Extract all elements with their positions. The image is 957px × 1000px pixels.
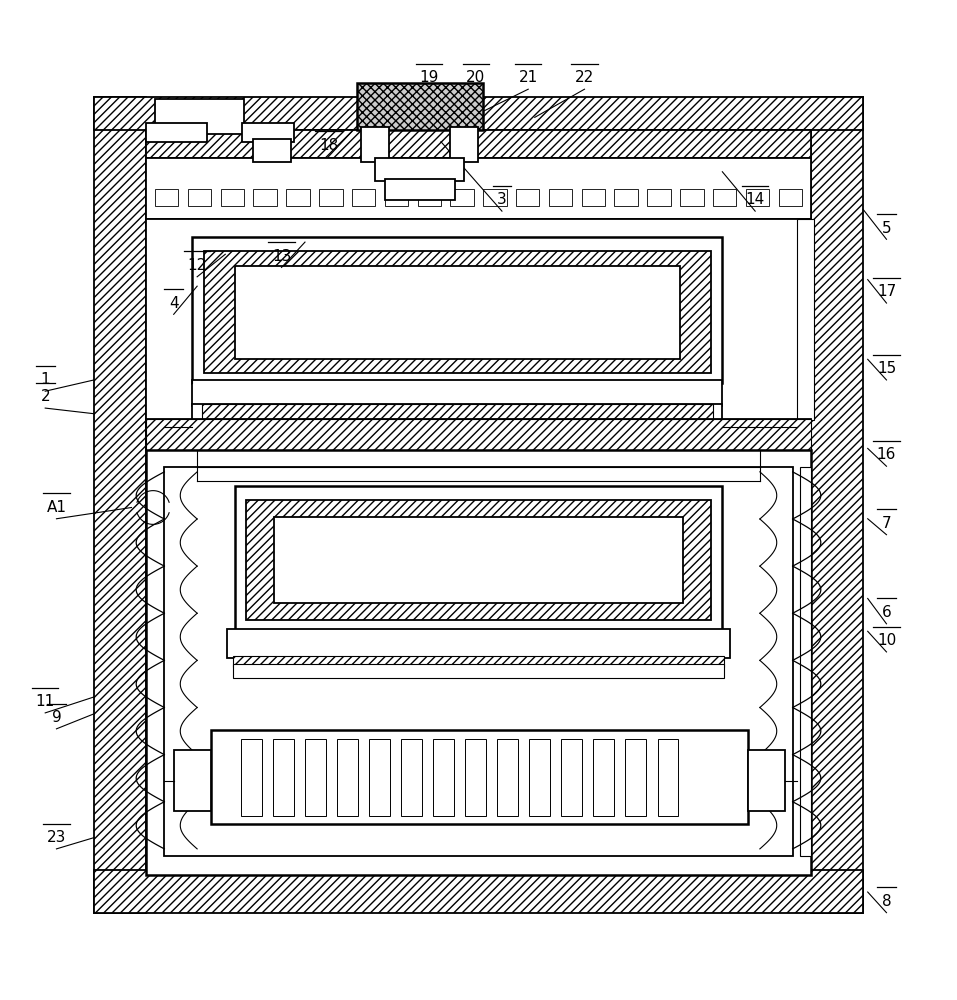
Bar: [593, 739, 614, 816]
Bar: [204, 251, 711, 373]
Bar: [242, 123, 294, 142]
Bar: [305, 739, 326, 816]
Text: 1: 1: [40, 372, 50, 387]
Bar: [451, 189, 474, 206]
Bar: [192, 237, 723, 383]
Bar: [338, 739, 358, 816]
Bar: [274, 739, 294, 816]
Text: 23: 23: [47, 830, 66, 845]
Bar: [797, 219, 814, 420]
Bar: [155, 189, 178, 206]
Bar: [227, 629, 730, 658]
Bar: [516, 189, 540, 206]
Bar: [234, 266, 680, 359]
Bar: [202, 404, 713, 425]
Bar: [352, 189, 375, 206]
Text: 20: 20: [466, 70, 485, 85]
Bar: [254, 189, 277, 206]
Bar: [747, 750, 785, 811]
Bar: [529, 739, 550, 816]
Text: 18: 18: [319, 138, 338, 153]
Bar: [385, 189, 409, 206]
Text: 9: 9: [52, 710, 61, 725]
Bar: [211, 730, 747, 824]
Bar: [626, 739, 646, 816]
Text: 13: 13: [272, 249, 291, 264]
Bar: [375, 158, 464, 181]
Bar: [233, 664, 724, 678]
Bar: [362, 127, 389, 162]
Bar: [357, 83, 483, 130]
Bar: [549, 189, 572, 206]
Bar: [800, 467, 812, 856]
Text: 14: 14: [746, 192, 765, 207]
Text: 5: 5: [881, 221, 891, 236]
Bar: [145, 130, 812, 158]
Bar: [241, 739, 262, 816]
Bar: [498, 739, 518, 816]
Bar: [234, 486, 723, 631]
Bar: [165, 467, 792, 856]
Bar: [145, 419, 812, 450]
Bar: [483, 189, 506, 206]
Text: 8: 8: [881, 894, 891, 909]
Bar: [94, 97, 863, 130]
Bar: [188, 189, 211, 206]
Bar: [94, 870, 863, 913]
Text: 10: 10: [877, 633, 896, 648]
Bar: [779, 189, 802, 206]
Bar: [713, 189, 737, 206]
Bar: [173, 750, 211, 811]
Bar: [145, 158, 812, 219]
Text: 11: 11: [35, 694, 55, 709]
Bar: [434, 739, 454, 816]
Bar: [192, 404, 723, 425]
Text: 6: 6: [881, 605, 891, 620]
Bar: [812, 97, 863, 913]
Bar: [465, 739, 486, 816]
Bar: [369, 739, 390, 816]
Bar: [614, 189, 638, 206]
Bar: [145, 419, 812, 450]
Bar: [145, 450, 812, 875]
Bar: [746, 189, 769, 206]
Bar: [254, 139, 291, 162]
Bar: [145, 123, 207, 142]
Bar: [401, 739, 422, 816]
Bar: [94, 97, 145, 913]
Bar: [385, 179, 456, 200]
Bar: [145, 219, 812, 420]
Bar: [233, 656, 724, 667]
Text: 3: 3: [497, 192, 507, 207]
Text: 16: 16: [877, 447, 896, 462]
Text: 15: 15: [877, 361, 896, 376]
Bar: [274, 517, 683, 603]
Bar: [647, 189, 671, 206]
Text: 22: 22: [575, 70, 594, 85]
Text: 4: 4: [168, 296, 179, 311]
Bar: [286, 189, 310, 206]
Text: 12: 12: [188, 258, 207, 273]
Bar: [155, 99, 244, 134]
Bar: [582, 189, 605, 206]
Text: 2: 2: [40, 389, 50, 404]
Bar: [680, 189, 703, 206]
Bar: [562, 739, 582, 816]
Bar: [220, 189, 244, 206]
Text: 19: 19: [419, 70, 438, 85]
Bar: [451, 127, 478, 162]
Text: 17: 17: [877, 284, 896, 299]
Text: A1: A1: [47, 500, 66, 515]
Bar: [657, 739, 679, 816]
Bar: [417, 189, 441, 206]
Text: 7: 7: [881, 516, 891, 531]
Bar: [319, 189, 343, 206]
Bar: [246, 500, 711, 620]
Bar: [192, 380, 723, 406]
Text: 21: 21: [519, 70, 538, 85]
